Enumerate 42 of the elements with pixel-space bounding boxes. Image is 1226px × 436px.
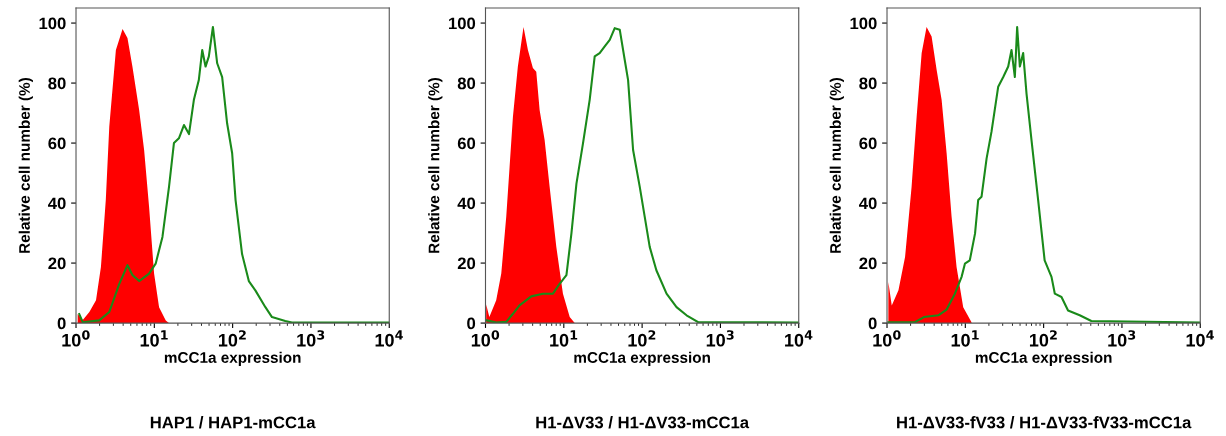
y-tick-label: 40 — [457, 197, 476, 210]
x-tick-label: 10$^{2}$ — [1029, 330, 1057, 347]
x-tick-label: 10$^{3}$ — [1108, 330, 1136, 347]
y-tick-label: 100 — [39, 17, 66, 30]
x-axis-title: mCC1a expression — [574, 351, 710, 366]
x-axis-title: mCC1a expression — [975, 351, 1112, 366]
y-tick-label: 20 — [48, 257, 66, 270]
y-axis-title: Relative cell number (%) — [428, 78, 443, 253]
y-tick-label: 20 — [457, 257, 476, 270]
y-tick-label: 80 — [48, 77, 66, 90]
x-tick-label: 10$^{3}$ — [706, 330, 734, 347]
y-tick-label: 80 — [859, 77, 877, 90]
y-tick-label: 0 — [57, 317, 66, 330]
y-tick-label: 40 — [859, 197, 877, 210]
y-tick-label: 40 — [48, 197, 66, 210]
y-axis-title: Relative cell number (%) — [18, 78, 33, 253]
x-tick-label: 10$^{4}$ — [375, 330, 403, 347]
y-tick-label: 20 — [859, 257, 877, 270]
x-tick-label: 10$^{1}$ — [550, 330, 578, 347]
x-tick-label: 10$^{0}$ — [62, 330, 90, 347]
y-tick-label: 60 — [859, 137, 877, 150]
y-tick-label: 60 — [48, 137, 66, 150]
x-tick-label: 10$^{0}$ — [873, 330, 901, 347]
x-tick-label: 10$^{3}$ — [297, 330, 325, 347]
x-tick-label: 10$^{4}$ — [1186, 330, 1214, 347]
x-tick-label: 10$^{2}$ — [628, 330, 656, 347]
x-axis-title: mCC1a expression — [164, 351, 301, 366]
text: H1-ΔV33 / H1-ΔV33-mCC1a — [536, 416, 750, 429]
y-axis-title: Relative cell number (%) — [829, 78, 844, 253]
y-tick-label: 100 — [449, 17, 476, 30]
x-tick-label: 10$^{1}$ — [140, 330, 168, 347]
text: HAP1 / HAP1-mCC1a — [150, 416, 316, 429]
x-tick-label: 10$^{2}$ — [218, 330, 246, 347]
y-tick-label: 80 — [457, 77, 476, 90]
y-tick-label: 100 — [850, 17, 877, 30]
y-tick-label: 0 — [467, 317, 476, 330]
y-tick-label: 60 — [457, 137, 476, 150]
x-tick-label: 10$^{4}$ — [785, 330, 813, 347]
x-tick-label: 10$^{1}$ — [951, 330, 979, 347]
text: H1-ΔV33-fV33 / H1-ΔV33-fV33-mCC1a — [897, 416, 1192, 429]
y-tick-label: 0 — [868, 317, 877, 330]
x-tick-label: 10$^{0}$ — [471, 330, 500, 347]
